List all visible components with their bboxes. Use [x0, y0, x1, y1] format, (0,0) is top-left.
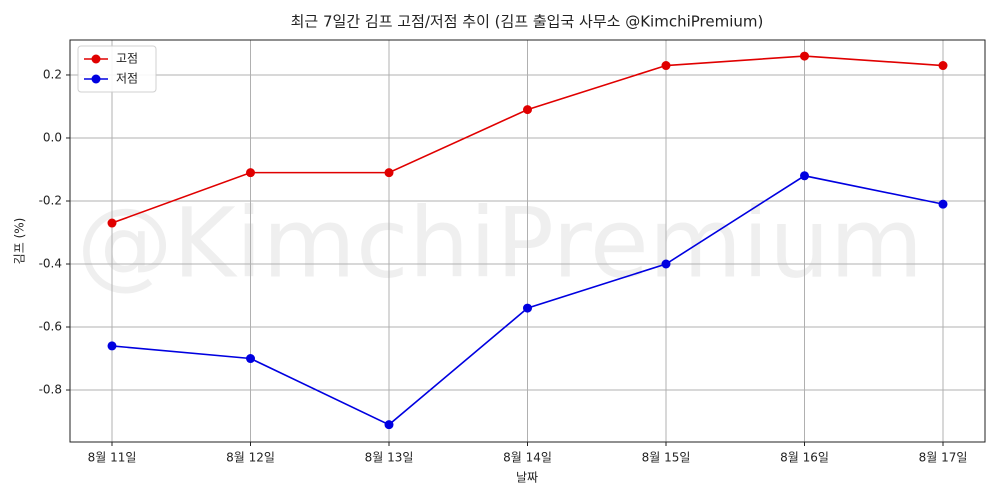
- data-point: [523, 105, 532, 115]
- data-point: [246, 354, 255, 364]
- data-point: [107, 218, 117, 228]
- y-axis-label: 김프 (%): [13, 218, 27, 265]
- y-tick-label: 0.2: [43, 67, 62, 81]
- data-point: [384, 420, 394, 430]
- data-point: [938, 199, 948, 209]
- x-tick-label: 8월 12일: [226, 451, 275, 465]
- x-tick-label: 8월 13일: [365, 451, 414, 465]
- y-tick-label: -0.8: [39, 383, 62, 397]
- data-point: [384, 168, 394, 178]
- data-point: [800, 51, 809, 61]
- data-point: [523, 303, 532, 313]
- data-point: [246, 168, 255, 178]
- chart-title: 최근 7일간 김프 고점/저점 추이 (김프 출입국 사무소 @KimchiPr…: [291, 13, 764, 31]
- watermark: @KimchiPremium: [77, 187, 924, 299]
- data-point: [661, 259, 671, 269]
- x-axis-label: 날짜: [516, 471, 538, 485]
- x-tick-label: 8월 15일: [642, 451, 691, 465]
- data-point: [661, 61, 671, 71]
- legend-label: 저점: [116, 72, 138, 86]
- legend-marker: [91, 74, 101, 84]
- y-tick-label: -0.2: [39, 193, 62, 207]
- legend-label: 고점: [116, 52, 138, 66]
- x-tick-label: 8월 17일: [919, 451, 968, 465]
- plot-frame: [69, 39, 986, 443]
- x-tick-label: 8월 11일: [88, 451, 137, 465]
- x-tick-label: 8월 14일: [503, 451, 552, 465]
- data-point: [800, 171, 809, 181]
- y-tick-label: -0.4: [39, 256, 62, 270]
- data-point: [938, 61, 948, 71]
- y-tick-label: -0.6: [39, 320, 62, 334]
- x-tick-label: 8월 16일: [780, 451, 829, 465]
- legend-marker: [91, 54, 101, 64]
- data-point: [107, 341, 117, 351]
- y-tick-label: 0.0: [43, 130, 62, 144]
